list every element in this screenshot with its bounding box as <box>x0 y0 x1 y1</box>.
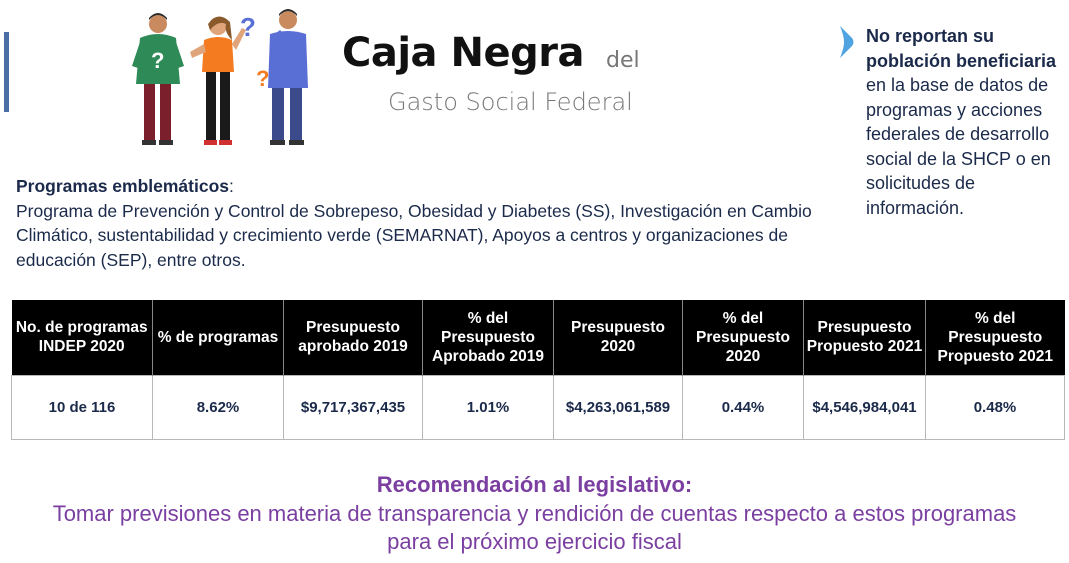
table-cell: $4,263,061,589 <box>553 374 683 440</box>
table-cell: $9,717,367,435 <box>283 374 423 440</box>
table-header: % del Presupuesto Aprobado 2019 <box>422 300 554 375</box>
note-box: No reportan su población beneficiaria en… <box>836 24 1068 220</box>
brand-logo: Caja Negra del Gasto Social Federal <box>342 30 662 126</box>
table-cell: 10 de 116 <box>11 374 153 440</box>
brand-subtitle: Gasto Social Federal <box>388 88 633 116</box>
budget-table: No. de programas INDEP 2020 % de program… <box>11 300 1065 440</box>
recommendation-line-1: Tomar previsiones en materia de transpar… <box>52 501 1017 526</box>
recommendation-section: Recomendación al legislativo: Tomar prev… <box>0 470 1069 556</box>
programs-section: Programas emblemáticos: Programa de Prev… <box>16 174 816 272</box>
table-header: % del Presupuesto 2020 <box>682 300 804 375</box>
person-blue-icon: ? <box>256 9 308 145</box>
table-header: Presupuesto 2020 <box>553 300 683 375</box>
table-header: % del Presupuesto Propuesto 2021 <box>925 300 1065 375</box>
table-cell: 0.44% <box>682 374 804 440</box>
location-marker-icon <box>840 26 854 58</box>
table-header: Presupuesto Propuesto 2021 <box>803 300 926 375</box>
people-illustration: ? ? ? <box>132 9 308 145</box>
table-header: No. de programas INDEP 2020 <box>11 300 153 375</box>
note-strong-text: No reportan su población beneficiaria <box>866 26 1057 71</box>
table-header: % de programas <box>152 300 284 375</box>
recommendation-title: Recomendación al legislativo: <box>376 472 693 497</box>
programs-title: Programas emblemáticos <box>16 176 230 196</box>
table-cell: 8.62% <box>152 374 284 440</box>
person-green-icon: ? <box>132 13 184 145</box>
programs-colon: : <box>229 176 234 196</box>
table-cell: 1.01% <box>422 374 554 440</box>
brand-del: del <box>606 48 640 73</box>
note-body-text: en la base de datos de programas y accio… <box>866 75 1051 218</box>
brand-title: Caja Negra <box>342 30 584 76</box>
table-cell: $4,546,984,041 <box>803 374 926 440</box>
programs-text: Programa de Prevención y Control de Sobr… <box>16 200 812 270</box>
note-text: No reportan su población beneficiaria en… <box>866 24 1068 220</box>
recommendation-line-2: para el próximo ejercicio fiscal <box>387 529 682 554</box>
table-header: Presupuesto aprobado 2019 <box>283 300 423 375</box>
table-header-row: No. de programas INDEP 2020 % de program… <box>11 300 1065 375</box>
table-cell: 0.48% <box>925 374 1065 440</box>
svg-text:?: ? <box>256 66 269 91</box>
left-accent-bar <box>4 32 9 112</box>
table-row: 10 de 116 8.62% $9,717,367,435 1.01% $4,… <box>11 374 1065 440</box>
svg-text:?: ? <box>240 12 256 42</box>
svg-text:?: ? <box>151 48 164 73</box>
person-orange-icon: ? <box>190 12 256 145</box>
